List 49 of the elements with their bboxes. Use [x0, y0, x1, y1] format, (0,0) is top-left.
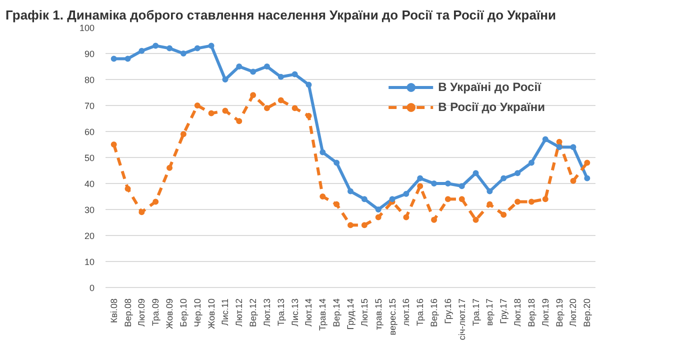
x-tick-label: Кві.08 [108, 298, 119, 324]
x-tick-label: Лют.12 [234, 298, 244, 327]
x-tick-label: Лис.13 [290, 298, 300, 326]
x-tick-label: Бер.10 [178, 298, 188, 327]
x-tick-label: Лют.15 [359, 298, 370, 327]
x-tick-label: Тра.16 [415, 298, 426, 326]
x-tick-label: Лют.13 [262, 298, 272, 327]
y-tick-label: 10 [84, 257, 95, 267]
x-tick-label: Лют.20 [568, 298, 578, 327]
chart-title: Графік 1. Динаміка доброго ставлення населення України до Росії та Росії до України [6, 8, 556, 22]
legend-label: В Україні до Росії [438, 80, 541, 94]
x-tick-label: лют.16 [401, 298, 412, 326]
x-tick-label: Лют.18 [512, 298, 523, 327]
x-tick-label: Гру.16 [442, 298, 453, 324]
y-tick-label: 60 [84, 127, 95, 137]
y-tick-label: 90 [84, 49, 95, 59]
x-tick-label: Вер.16 [429, 298, 440, 328]
y-tick-label: 80 [84, 75, 95, 85]
x-tick-label: верес.15 [387, 298, 398, 336]
x-tick-label: Лют.14 [304, 298, 314, 327]
y-tick-label: 50 [84, 153, 95, 163]
y-tick-label: 0 [89, 283, 95, 293]
x-tick-label: Лис.11 [220, 298, 230, 326]
x-tick-label: Жов.09 [164, 298, 175, 330]
x-tick-label: Жов.10 [206, 298, 216, 330]
legend-label: В Росії до України [438, 100, 545, 114]
y-tick-label: 100 [79, 23, 95, 33]
x-tick-label: трав.15 [373, 298, 384, 330]
x-tick-label: Вер.14 [332, 298, 342, 328]
x-tick-label: Вер.12 [248, 298, 258, 328]
x-tick-label: Тра.17 [470, 298, 481, 326]
x-tick-label: Тра.09 [150, 298, 161, 326]
x-tick-label: Гру.17 [498, 298, 509, 324]
y-tick-label: 40 [84, 179, 95, 189]
x-tick-label: Лют.19 [540, 298, 550, 327]
x-tick-label: Лют.09 [136, 298, 147, 327]
x-tick-label: Вер.19 [554, 298, 564, 328]
x-tick-label: Груд.14 [346, 298, 356, 330]
x-tick-label: січ-лют.17 [456, 298, 467, 340]
y-tick-label: 20 [84, 231, 95, 241]
y-tick-label: 30 [84, 205, 95, 215]
y-tick-label: 70 [84, 101, 95, 111]
x-tick-label: Вер.20 [582, 298, 592, 328]
x-tick-label: Тра.13 [276, 298, 286, 326]
x-tick-label: Вер.18 [526, 298, 536, 328]
x-tick-label: Чер.10 [192, 298, 202, 328]
x-tick-label: Трав.14 [318, 298, 328, 331]
x-tick-label: Вер.08 [122, 298, 133, 328]
x-tick-label: вер.17 [484, 298, 495, 326]
